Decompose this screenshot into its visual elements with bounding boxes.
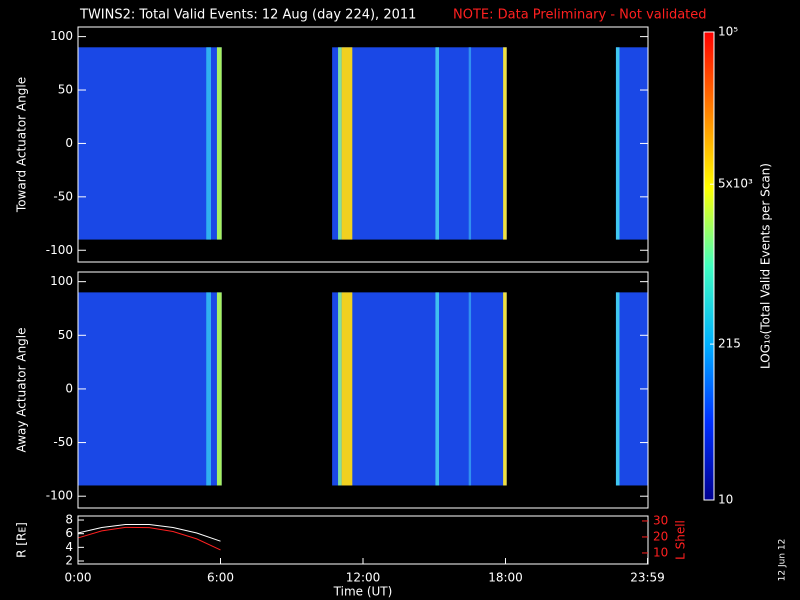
intensity-stripe bbox=[503, 292, 507, 486]
intensity-stripe bbox=[503, 47, 507, 240]
figure-title: TWINS2: Total Valid Events: 12 Aug (day … bbox=[79, 8, 416, 23]
intensity-stripe bbox=[338, 47, 342, 240]
y2-tick-label: 20 bbox=[653, 529, 668, 543]
y-tick-label: -50 bbox=[53, 189, 73, 203]
colorbar bbox=[703, 31, 715, 501]
y-tick-label: -100 bbox=[46, 243, 73, 257]
plot-frame bbox=[77, 271, 649, 509]
y-tick-label: -100 bbox=[46, 489, 73, 503]
y2-tick-label: 30 bbox=[653, 513, 668, 527]
y-tick-label: 6 bbox=[65, 526, 73, 540]
y-tick-label: 100 bbox=[50, 29, 73, 43]
colorbar-tick-label: 10⁵ bbox=[718, 25, 738, 39]
y-tick-label: 4 bbox=[65, 540, 73, 554]
figure-note: NOTE: Data Preliminary - Not validated bbox=[453, 8, 707, 23]
intensity-stripe bbox=[435, 292, 439, 486]
intensity-stripe bbox=[216, 292, 222, 486]
data-segment bbox=[78, 292, 222, 486]
plot-frame bbox=[77, 515, 649, 565]
y-tick-label: 50 bbox=[58, 328, 73, 342]
data-segment bbox=[332, 47, 507, 240]
y-tick-label: 100 bbox=[50, 274, 73, 288]
data-segment bbox=[332, 292, 507, 486]
colorbar-label: LOG₁₀(Total Valid Events per Scan) bbox=[759, 163, 773, 369]
data-segment bbox=[78, 47, 222, 240]
x-tick-label: 12:00 bbox=[346, 571, 381, 585]
colorbar-tick-label: 5x10³ bbox=[718, 177, 753, 191]
intensity-stripe bbox=[338, 292, 342, 486]
y-tick-label: 2 bbox=[65, 553, 73, 567]
plot-frame bbox=[77, 26, 649, 263]
x-tick-label: 18:00 bbox=[488, 571, 523, 585]
y-axis-label: R [Rᴇ] bbox=[15, 522, 29, 558]
y-tick-label: 50 bbox=[58, 83, 73, 97]
y-tick-label: 8 bbox=[65, 513, 73, 527]
y-axis-label: Away Actuator Angle bbox=[15, 327, 29, 452]
intensity-stripe bbox=[206, 292, 211, 486]
y-tick-label: 0 bbox=[65, 136, 73, 150]
intensity-stripe bbox=[216, 47, 222, 240]
y-tick-label: 0 bbox=[65, 381, 73, 395]
y2-tick-label: 10 bbox=[653, 545, 668, 559]
y-tick-label: -50 bbox=[53, 435, 73, 449]
y-axis-label: Toward Actuator Angle bbox=[15, 77, 29, 213]
date-stamp: 12 Jun 12 bbox=[778, 539, 788, 582]
x-tick-label: 0:00 bbox=[65, 571, 92, 585]
y2-axis-label: L Shell bbox=[674, 520, 688, 560]
intensity-stripe bbox=[341, 47, 353, 240]
intensity-stripe bbox=[435, 47, 439, 240]
intensity-stripe bbox=[206, 47, 211, 240]
x-tick-label: 23:59 bbox=[630, 571, 665, 585]
intensity-stripe bbox=[468, 292, 472, 486]
x-tick-label: 6:00 bbox=[207, 571, 234, 585]
intensity-stripe bbox=[615, 292, 620, 486]
intensity-stripe bbox=[468, 47, 472, 240]
colorbar-tick-label: 215 bbox=[718, 337, 741, 351]
intensity-stripe bbox=[341, 292, 353, 486]
x-axis-label: Time (UT) bbox=[333, 585, 393, 599]
intensity-stripe bbox=[615, 47, 620, 240]
series-line bbox=[77, 526, 221, 551]
series-line bbox=[77, 523, 221, 542]
colorbar-tick-label: 10 bbox=[718, 493, 733, 507]
